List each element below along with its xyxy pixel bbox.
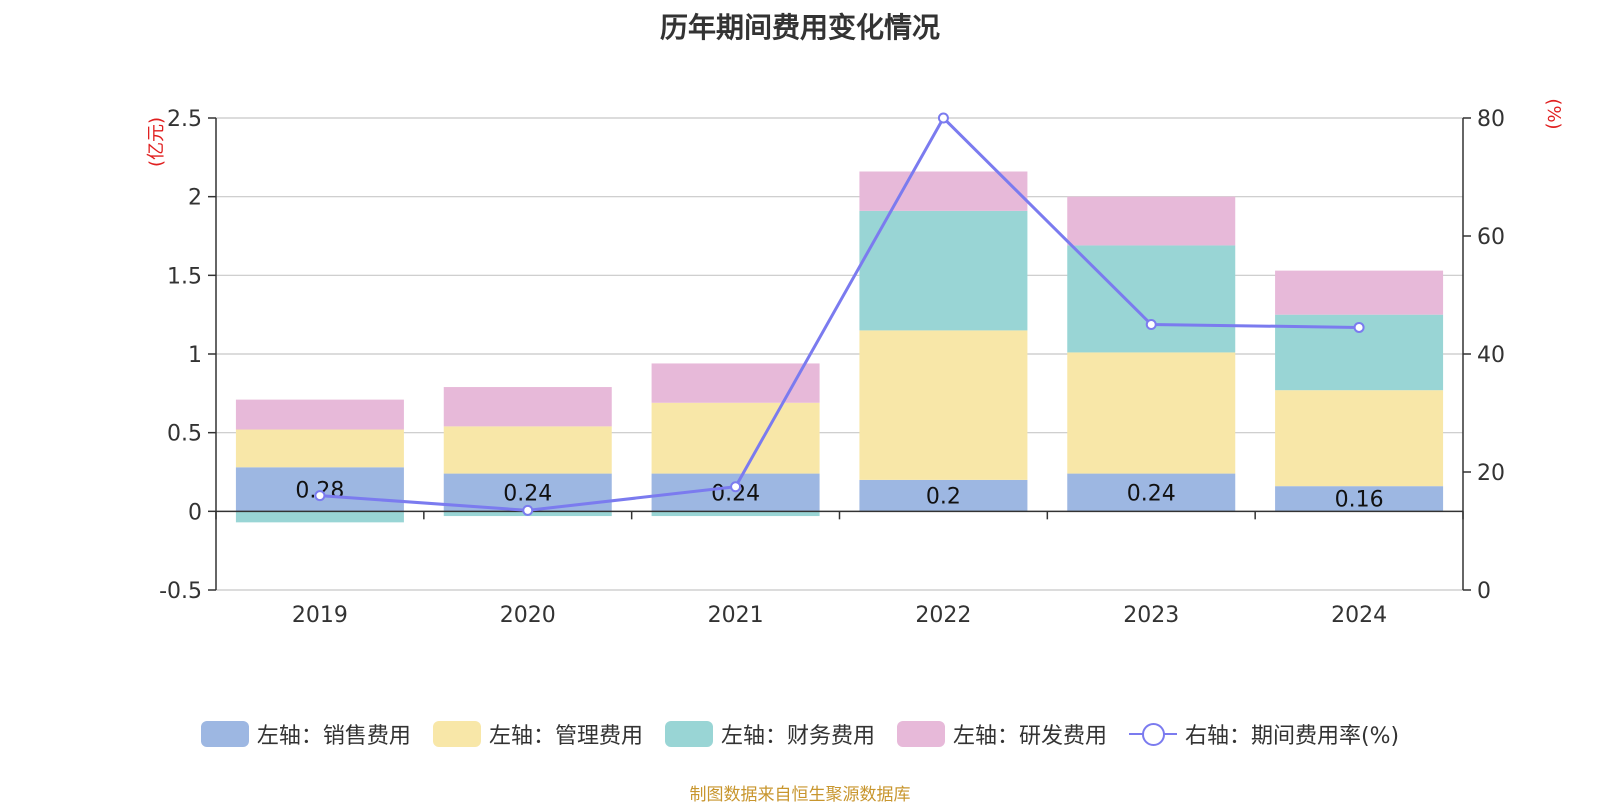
category-label: 2024 <box>1331 603 1387 628</box>
axes: -0.5 0 0.5 1 1.5 2 2.5 0 20 40 60 80 2019 2020 2021 202… <box>146 98 1564 628</box>
bar-segment-2 <box>859 330 1028 480</box>
bar-segment-2 <box>1275 390 1444 487</box>
legend-swatch-finance <box>664 721 713 747</box>
bar-data-label: 0.16 <box>1335 488 1384 513</box>
legend: 左轴：销售费用 左轴：管理费用 左轴：财务费用 左轴：研发费用 右轴：期间费用率… <box>0 718 1600 750</box>
legend-line-marker-icon <box>1128 721 1177 747</box>
bar-segment-4 <box>443 387 612 427</box>
data-source-note: 制图数据来自恒生聚源数据库 <box>689 785 911 805</box>
legend-item-rnd[interactable]: 左轴：研发费用 <box>896 718 1107 750</box>
legend-item-finance[interactable]: 左轴：财务费用 <box>664 718 875 750</box>
bar-segment-4 <box>235 399 404 430</box>
expense-rate-point <box>522 504 534 516</box>
bar-series <box>235 171 1444 523</box>
left-axis-tick-label: 1.5 <box>167 264 202 289</box>
category-label: 2020 <box>500 603 556 628</box>
expense-rate-line <box>319 115 1360 512</box>
category-label: 2021 <box>708 603 764 628</box>
bar-segment-2 <box>235 429 404 468</box>
legend-swatch-rnd <box>896 721 945 747</box>
expense-rate-point <box>314 490 326 502</box>
category-label: 2022 <box>915 603 971 628</box>
legend-label-finance: 左轴：财务费用 <box>720 724 875 749</box>
bar-segment-4 <box>1275 270 1444 315</box>
right-axis-tick-label: 80 <box>1477 107 1505 132</box>
category-label: 2019 <box>292 603 348 628</box>
legend-item-admin[interactable]: 左轴：管理费用 <box>432 718 643 750</box>
left-axis-tick-label: 1 <box>188 343 202 368</box>
bar-segment-1 <box>1067 473 1236 512</box>
bar-segment-3 <box>651 511 820 517</box>
left-axis-unit: (亿元) <box>146 117 167 167</box>
bar-segment-2 <box>1067 352 1236 474</box>
legend-label-rnd: 左轴：研发费用 <box>952 724 1107 749</box>
grid-lines <box>216 117 1463 591</box>
legend-label-admin: 左轴：管理费用 <box>488 724 643 749</box>
legend-label-expense-rate: 右轴：期间费用率(%) <box>1184 724 1400 749</box>
bar-segment-1 <box>859 479 1028 512</box>
right-axis-tick-label: 60 <box>1477 225 1505 250</box>
expense-rate-point <box>1353 321 1365 333</box>
bar-segment-2 <box>651 402 820 474</box>
bar-segment-4 <box>859 171 1028 211</box>
chart-area: -0.5 0 0.5 1 1.5 2 2.5 0 20 40 60 80 2019 2020 2021 202… <box>146 98 1564 628</box>
line-series <box>314 112 1365 516</box>
bar-segment-4 <box>651 363 820 403</box>
left-axis-tick-label: 0.5 <box>167 422 202 447</box>
legend-item-expense-rate[interactable]: 右轴：期间费用率(%) <box>1128 718 1400 750</box>
bar-segment-1 <box>235 467 404 512</box>
legend-item-sales[interactable]: 左轴：销售费用 <box>200 718 411 750</box>
expense-rate-point <box>937 112 949 124</box>
bar-data-label: 0.24 <box>503 481 552 506</box>
bar-data-label: 0.24 <box>1127 481 1176 506</box>
bar-data-label: 0.2 <box>926 485 961 510</box>
bar-segment-2 <box>443 426 612 474</box>
bar-segment-3 <box>859 210 1028 331</box>
left-axis-tick-label: 2 <box>188 186 202 211</box>
bar-segment-1 <box>1275 486 1444 512</box>
bar-segment-4 <box>1067 196 1236 246</box>
right-axis-tick-label: 0 <box>1477 579 1491 604</box>
left-axis-tick-label: 2.5 <box>167 107 202 132</box>
bar-segment-3 <box>235 511 404 523</box>
legend-label-sales: 左轴：销售费用 <box>256 724 411 749</box>
chart-title: 历年期间费用变化情况 <box>659 11 940 44</box>
right-axis-tick-label: 40 <box>1477 343 1505 368</box>
right-axis-tick-label: 20 <box>1477 461 1505 486</box>
category-label: 2023 <box>1123 603 1179 628</box>
left-axis-tick-label: -0.5 <box>159 579 202 604</box>
expense-rate-point <box>730 481 742 493</box>
left-axis-tick-label: 0 <box>188 500 202 525</box>
bar-segment-3 <box>1067 245 1236 353</box>
legend-swatch-sales <box>200 721 249 747</box>
data-labels: 0.280.240.240.20.240.16 <box>295 478 1383 512</box>
right-axis-unit: (%) <box>1543 98 1564 129</box>
legend-swatch-admin <box>432 721 481 747</box>
expense-rate-point <box>1145 319 1157 330</box>
